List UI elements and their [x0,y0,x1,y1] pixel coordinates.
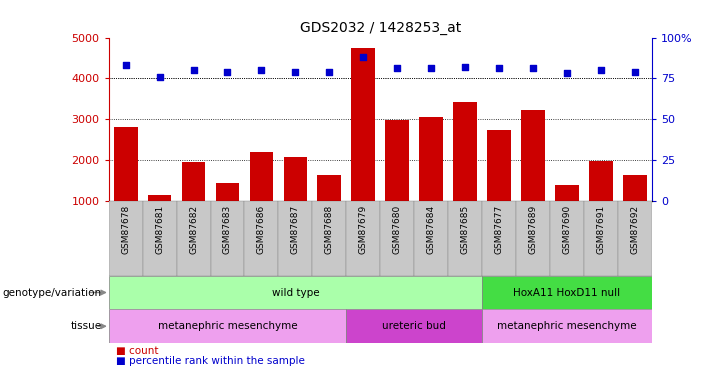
Point [324,69,335,75]
Bar [142,201,177,276]
Text: ■ count: ■ count [116,346,158,356]
Text: tissue: tissue [71,321,102,331]
Bar [351,48,375,242]
Bar [482,201,516,276]
Point [256,67,267,73]
Bar [313,201,346,276]
Bar [109,276,482,309]
Text: metanephric mesenchyme: metanephric mesenchyme [497,321,637,331]
Point [222,69,233,75]
Title: GDS2032 / 1428253_at: GDS2032 / 1428253_at [299,21,461,35]
Text: ureteric bud: ureteric bud [382,321,446,331]
Bar [589,162,613,242]
Bar [386,120,409,242]
Bar [623,176,647,242]
Bar [109,201,142,276]
Bar [381,201,414,276]
Bar [482,309,652,343]
Point [188,67,199,73]
Text: GSM87686: GSM87686 [257,204,266,254]
Point [595,67,606,73]
Bar [550,201,584,276]
Text: wild type: wild type [271,288,319,297]
Text: GSM87683: GSM87683 [223,204,232,254]
Bar [283,157,307,242]
Text: GSM87680: GSM87680 [393,204,402,254]
Text: GSM87678: GSM87678 [121,204,130,254]
Point [460,64,471,70]
Point [629,69,641,75]
Text: genotype/variation: genotype/variation [3,288,102,297]
Bar [318,176,341,242]
Bar [250,152,273,242]
Point [392,66,403,72]
Point [426,66,437,72]
Bar [114,127,137,242]
Text: GSM87687: GSM87687 [291,204,300,254]
Point [562,70,573,76]
Bar [177,201,210,276]
Bar [346,201,380,276]
Bar [448,201,482,276]
Text: ■ percentile rank within the sample: ■ percentile rank within the sample [116,356,304,366]
Bar [210,201,245,276]
Bar [216,183,239,242]
Bar [419,117,443,242]
Text: GSM87677: GSM87677 [495,204,503,254]
Bar [414,201,448,276]
Point [358,54,369,60]
Text: HoxA11 HoxD11 null: HoxA11 HoxD11 null [513,288,620,297]
Point [494,66,505,72]
Text: GSM87684: GSM87684 [427,204,436,254]
Bar [584,201,618,276]
Bar [487,130,511,242]
Text: GSM87692: GSM87692 [630,204,639,254]
Text: GSM87679: GSM87679 [359,204,368,254]
Bar [346,309,482,343]
Text: GSM87685: GSM87685 [461,204,470,254]
Text: GSM87691: GSM87691 [597,204,606,254]
Bar [522,111,545,242]
Bar [516,201,550,276]
Bar [148,195,172,242]
Text: GSM87682: GSM87682 [189,204,198,254]
Text: GSM87690: GSM87690 [562,204,571,254]
Bar [555,185,579,242]
Text: GSM87681: GSM87681 [155,204,164,254]
Text: GSM87688: GSM87688 [325,204,334,254]
Point [527,66,538,72]
Text: metanephric mesenchyme: metanephric mesenchyme [158,321,297,331]
Bar [618,201,652,276]
Point [290,69,301,75]
Bar [109,309,346,343]
Bar [278,201,313,276]
Bar [454,102,477,242]
Point [120,62,131,68]
Bar [245,201,278,276]
Bar [182,162,205,242]
Bar [482,276,652,309]
Point [154,74,165,80]
Text: GSM87689: GSM87689 [529,204,538,254]
